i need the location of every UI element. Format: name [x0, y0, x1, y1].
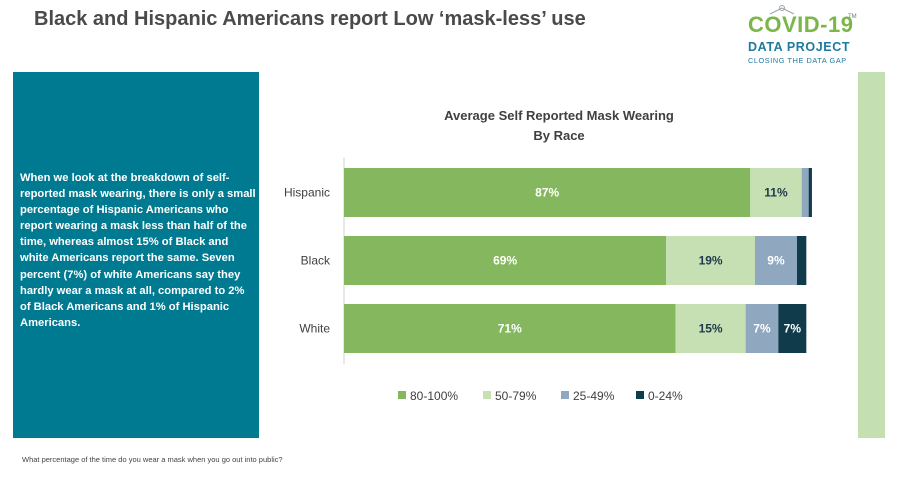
chart-subtitle: By Race: [533, 128, 584, 143]
data-label-white-series-3: 7%: [784, 322, 802, 336]
legend: 80-100% 50-79% 25-49% 0-24%: [398, 389, 683, 403]
data-label-hispanic-series-0: 87%: [535, 186, 559, 200]
bar-black-series-3: [796, 236, 807, 285]
category-label-hispanic: Hispanic: [284, 186, 330, 200]
bar-hispanic-series-1: [750, 168, 802, 217]
data-label-black-series-1: 19%: [699, 254, 723, 268]
bar-white-series-3: [778, 304, 807, 353]
panel-body-text: When we look at the breakdown of self-re…: [20, 172, 256, 329]
category-label-white: White: [299, 322, 330, 336]
data-label-black-series-0: 69%: [493, 254, 517, 268]
page-title: Black and Hispanic Americans report Low …: [34, 8, 586, 30]
legend-label-0: 80-100%: [410, 389, 458, 403]
data-label-black-series-2: 9%: [767, 254, 785, 268]
data-label-white-series-2: 7%: [753, 322, 771, 336]
bar-black-series-1: [666, 236, 755, 285]
bar-white-series-1: [675, 304, 746, 353]
logo-data-project-text: DATA PROJECT: [748, 40, 851, 54]
bar-hispanic-series-2: [801, 168, 809, 217]
decorative-strip: [858, 72, 885, 438]
data-label-white-series-0: 71%: [498, 322, 522, 336]
legend-swatch-2: [561, 391, 569, 399]
logo-covid-text: COVID-19: [748, 12, 854, 37]
text-panel: When we look at the breakdown of self-re…: [13, 72, 259, 438]
logo-network-icon: [769, 5, 795, 15]
legend-swatch-0: [398, 391, 406, 399]
logo-tagline: CLOSING THE DATA GAP: [748, 56, 847, 65]
legend-label-2: 25-49%: [573, 389, 615, 403]
logo-tm: TM: [848, 14, 857, 20]
bar-white-series-2: [745, 304, 779, 353]
legend-swatch-3: [636, 391, 644, 399]
bar-hispanic-series-0: [344, 168, 751, 217]
chart-title: Average Self Reported Mask Wearing: [444, 108, 674, 123]
bar-black-series-0: [344, 236, 667, 285]
footnote: What percentage of the time do you wear …: [22, 455, 283, 464]
legend-label-1: 50-79%: [495, 389, 537, 403]
category-label-black: Black: [301, 254, 331, 268]
bars-group: Hispanic 87% 11% Black 69% 19% 9% White 71% 15% 7%…: [284, 158, 812, 364]
legend-swatch-1: [483, 391, 491, 399]
covid-data-project-logo: COVID-19 TM DATA PROJECT CLOSING THE DAT…: [744, 4, 857, 68]
bar-hispanic-series-3: [808, 168, 812, 217]
bar-white-series-0: [344, 304, 676, 353]
data-label-white-series-1: 15%: [699, 322, 723, 336]
data-label-hispanic-series-1: 11%: [764, 186, 788, 200]
legend-label-3: 0-24%: [648, 389, 683, 403]
bar-black-series-2: [754, 236, 797, 285]
